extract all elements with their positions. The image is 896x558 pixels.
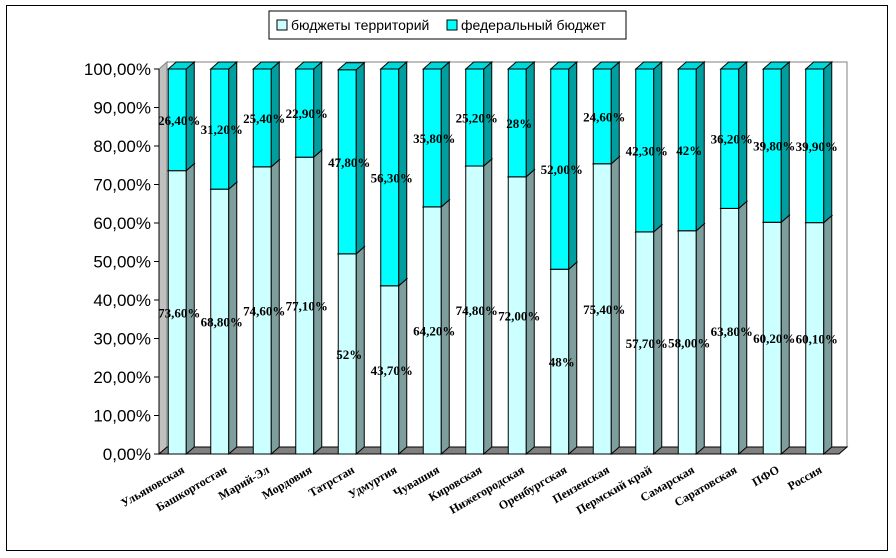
chart-frame: 0,00% 10,00% 20,00% 30,00% 40,00% 50,00% 60,00…	[6, 5, 888, 551]
y-tick-label: 10,00%	[93, 407, 151, 426]
data-label-territory: 64,20%	[413, 323, 455, 338]
data-label-territory: 60,10%	[796, 331, 838, 346]
bar-top	[761, 61, 791, 70]
data-label-territory: 74,80%	[456, 303, 498, 318]
data-label-federal: 42,30%	[626, 143, 668, 158]
x-tick-label: Россия	[785, 462, 825, 493]
bars-group	[166, 60, 834, 456]
data-label-territory: 72,00%	[498, 308, 540, 323]
y-tick-label: 70,00%	[93, 176, 151, 195]
data-label-territory: 52%	[336, 347, 362, 362]
legend-swatch-federal	[446, 19, 458, 31]
data-label-federal: 56,30%	[371, 170, 413, 185]
data-label-federal: 22,90%	[286, 106, 328, 121]
data-labels: 73,60% 26,40% 68,80% 31,20% 74,60% 25,40% 77,1…	[158, 106, 838, 378]
y-tick-label: 50,00%	[93, 253, 151, 272]
data-label-federal: 26,40%	[158, 113, 200, 128]
bar-top	[209, 61, 239, 70]
bar-top	[634, 61, 664, 70]
y-tick-label: 100,00%	[84, 60, 151, 79]
y-tick-label: 90,00%	[93, 99, 151, 118]
legend: бюджеты территорий федеральный бюджет	[268, 10, 627, 40]
y-tick-label: 60,00%	[93, 214, 151, 233]
bar-top	[421, 61, 451, 70]
data-label-federal: 24,60%	[583, 109, 625, 124]
bar-top	[719, 61, 749, 70]
y-axis: 0,00% 10,00% 20,00% 30,00% 40,00% 50,00% 60,00…	[84, 60, 160, 464]
bar-top	[506, 61, 536, 70]
data-label-federal: 42%	[676, 143, 702, 158]
data-label-territory: 68,80%	[201, 315, 243, 330]
data-label-federal: 25,20%	[456, 111, 498, 126]
data-label-federal: 25,40%	[243, 111, 285, 126]
data-label-federal: 36,20%	[711, 132, 753, 147]
bar-top	[166, 61, 196, 70]
bar-top	[294, 61, 324, 70]
data-label-federal: 52,00%	[541, 162, 583, 177]
bar-top	[549, 61, 579, 70]
x-tick-label: Удмуртия	[346, 462, 400, 501]
data-label-territory: 73,60%	[158, 305, 200, 320]
bar-top	[464, 61, 494, 70]
data-label-territory: 48%	[549, 355, 575, 370]
data-label-territory: 60,20%	[753, 331, 795, 346]
data-label-territory: 75,40%	[583, 302, 625, 317]
data-label-territory: 63,80%	[711, 324, 753, 339]
legend-label-territory: бюджеты территорий	[291, 17, 429, 33]
y-tick-label: 40,00%	[93, 291, 151, 310]
data-label-federal: 31,20%	[201, 122, 243, 137]
bar-top	[804, 61, 834, 70]
data-label-federal: 47,80%	[328, 155, 370, 170]
bar-top	[251, 61, 281, 70]
data-label-federal: 35,80%	[413, 131, 455, 146]
bar-top	[676, 61, 706, 70]
bar-top	[336, 62, 366, 71]
data-label-federal: 28%	[506, 116, 532, 131]
data-label-territory: 43,70%	[371, 363, 413, 378]
data-label-territory: 74,60%	[243, 303, 285, 318]
data-label-territory: 58,00%	[668, 335, 710, 350]
bar-top	[379, 61, 409, 70]
y-tick-label: 0,00%	[103, 445, 151, 464]
data-label-federal: 39,90%	[796, 139, 838, 154]
x-axis: УльяновскаяБашкортостанМарий-ЭлМордовияТ…	[118, 462, 824, 517]
data-label-federal: 39,80%	[753, 139, 795, 154]
data-label-territory: 77,10%	[286, 299, 328, 314]
legend-swatch-territory	[276, 19, 288, 31]
bar-top	[591, 61, 621, 70]
y-tick-label: 20,00%	[93, 368, 151, 387]
data-label-territory: 57,70%	[626, 336, 668, 351]
x-tick-label: ПФО	[750, 462, 782, 489]
y-tick-label: 80,00%	[93, 137, 151, 156]
y-tick-label: 30,00%	[93, 330, 151, 349]
stacked-bar-chart: 0,00% 10,00% 20,00% 30,00% 40,00% 50,00% 60,00…	[84, 10, 849, 517]
legend-label-federal: федеральный бюджет	[461, 17, 607, 33]
floor	[157, 446, 849, 455]
